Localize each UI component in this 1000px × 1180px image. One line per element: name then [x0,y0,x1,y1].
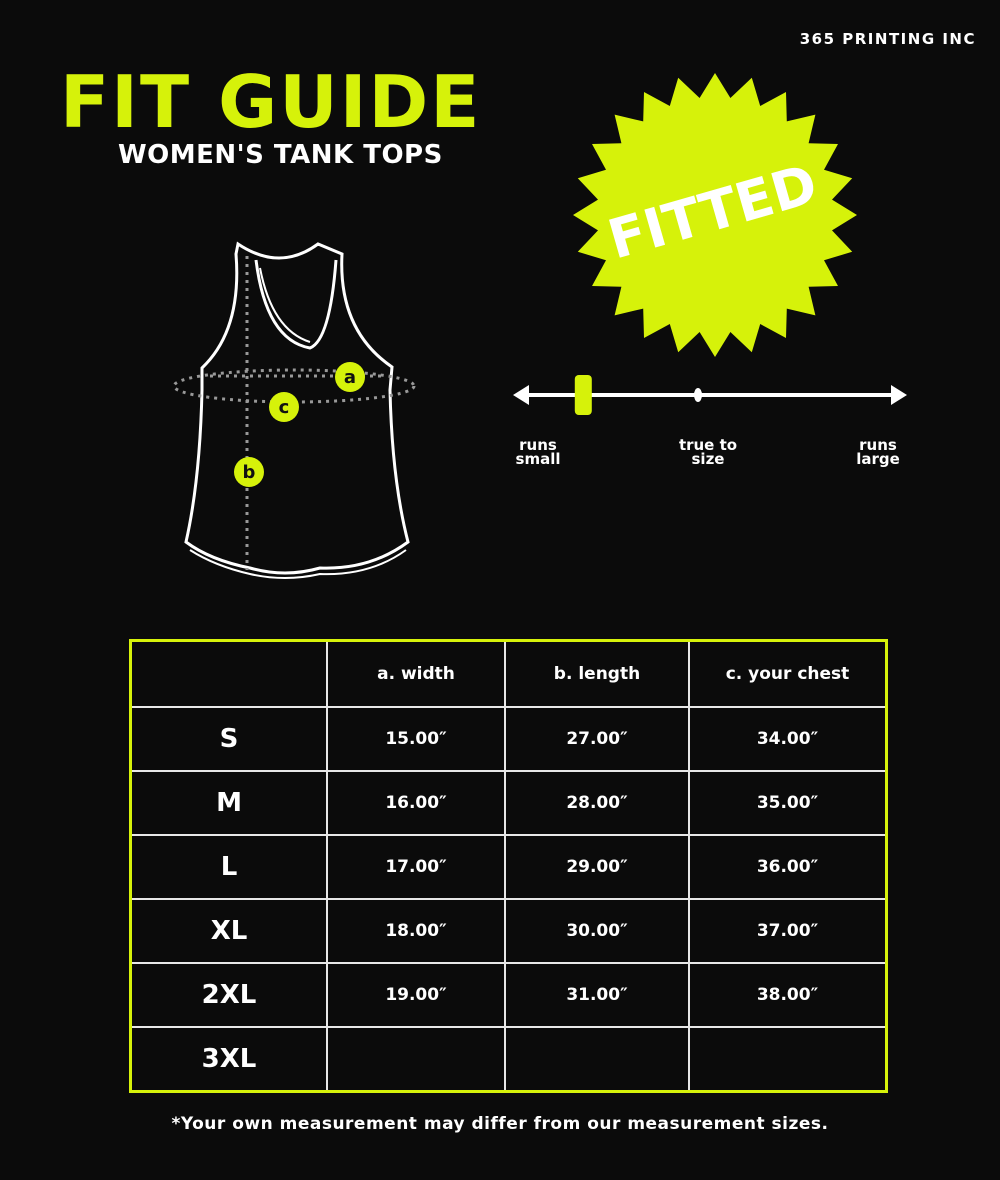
header-cell [129,639,328,708]
value-cell: 34.00″ [688,706,888,772]
header-cell: b. length [504,639,690,708]
label-b: b [234,457,264,487]
arrow-right-icon [891,385,907,405]
value-cell: 36.00″ [688,834,888,900]
label-a: a [335,362,365,392]
table-row: M 16.00″ 28.00″ 35.00″ [129,770,888,836]
fit-marker [574,375,592,415]
size-cell: M [129,770,328,836]
page-subtitle: WOMEN'S TANK TOPS [118,140,443,170]
value-cell [688,1026,888,1093]
tank-outline [184,241,410,579]
table-row: XL 18.00″ 30.00″ 37.00″ [129,898,888,964]
value-cell: 16.00″ [326,770,506,836]
value-cell: 17.00″ [326,834,506,900]
value-cell [504,1026,690,1093]
svg-text:b: b [243,462,256,483]
brand-name: 365 PRINTING INC [799,30,976,48]
label-c: c [269,392,299,422]
svg-text:c: c [279,397,290,418]
value-cell: 35.00″ [688,770,888,836]
label-runs-large: runs large [856,436,900,468]
fit-scale [513,375,907,415]
value-cell: 37.00″ [688,898,888,964]
label-runs-small: runs small [515,436,561,468]
value-cell: 31.00″ [504,962,690,1028]
starburst-shape [573,73,857,357]
value-cell: 30.00″ [504,898,690,964]
value-cell: 27.00″ [504,706,690,772]
value-cell: 18.00″ [326,898,506,964]
fitted-badge: FITTED [573,73,857,357]
label-true-to-size: true to size [678,436,738,468]
table-row: 2XL 19.00″ 31.00″ 38.00″ [129,962,888,1028]
size-cell: XL [129,898,328,964]
table-header-row: a. width b. length c. your chest [129,639,888,708]
size-cell: 2XL [129,962,328,1028]
true-size-tick [694,388,702,402]
size-cell: S [129,706,328,772]
svg-text:a: a [344,367,356,388]
value-cell: 28.00″ [504,770,690,836]
value-cell: 29.00″ [504,834,690,900]
header-cell: c. your chest [688,639,888,708]
footnote: *Your own measurement may differ from ou… [171,1114,829,1134]
table-row: S 15.00″ 27.00″ 34.00″ [129,706,888,772]
value-cell: 38.00″ [688,962,888,1028]
size-cell: 3XL [129,1026,328,1093]
header-cell: a. width [326,639,506,708]
arrow-left-icon [513,385,529,405]
size-chart-table: a. width b. length c. your chest S 15.00″… [129,639,888,1093]
tank-top-diagram: a b c [172,241,416,579]
value-cell: 15.00″ [326,706,506,772]
table-row: 3XL [129,1026,888,1093]
value-cell [326,1026,506,1093]
table-row: L 17.00″ 29.00″ 36.00″ [129,834,888,900]
value-cell: 19.00″ [326,962,506,1028]
page-title: FIT GUIDE [60,60,482,144]
size-cell: L [129,834,328,900]
